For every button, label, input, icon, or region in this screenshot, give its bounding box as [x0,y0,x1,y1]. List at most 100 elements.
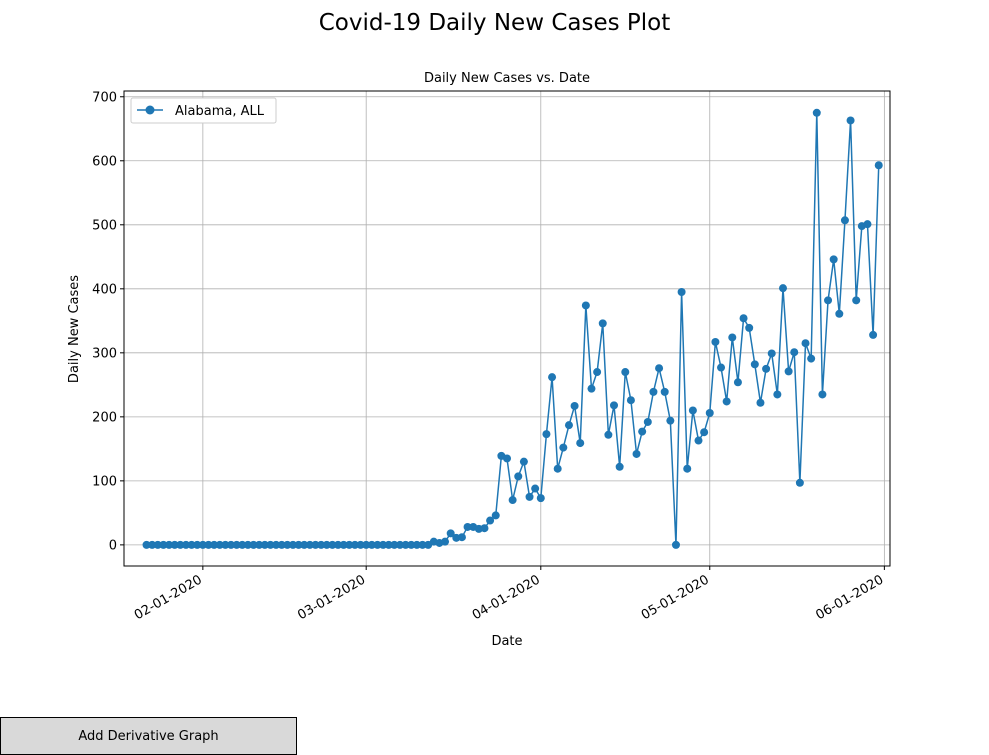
data-point [446,529,455,538]
data-point [762,364,771,373]
data-point [874,161,883,170]
data-point [508,496,517,505]
data-point [666,416,675,425]
data-point [181,540,190,549]
data-point [283,540,292,549]
data-point [356,540,365,549]
data-point [604,430,613,439]
data-point [733,378,742,387]
data-point [407,540,416,549]
data-point [559,443,568,452]
data-point [840,216,849,225]
data-point [536,494,545,503]
data-point [615,462,624,471]
data-point [677,288,686,297]
y-tick-label: 500 [92,218,117,233]
series-layer [142,108,883,549]
data-point [739,314,748,323]
data-point [395,540,404,549]
y-tick-label: 400 [92,282,117,297]
data-point [148,540,157,549]
data-point [542,430,551,439]
data-point [852,296,861,305]
data-point [643,417,652,426]
data-point [418,540,427,549]
data-point [503,454,511,463]
data-point [728,333,737,342]
data-point [238,540,247,549]
data-point [717,363,726,372]
data-point [255,540,264,549]
data-point [784,367,793,376]
data-point [339,540,348,549]
data-point [593,368,602,377]
data-point [272,540,281,549]
y-tick-label: 600 [92,154,117,169]
grid-lines [124,91,890,566]
data-point [835,309,844,318]
line-chart: 0 100 200 300 400 500 600 700 02-01-2020 03-01-20… [67,71,891,649]
data-point [401,540,410,549]
data-point [317,540,326,549]
data-point [598,319,607,328]
data-point [170,540,179,549]
data-point [294,540,303,549]
data-point [210,540,219,549]
data-point [367,540,376,549]
data-point [610,401,619,410]
data-point [671,540,680,549]
data-point [576,439,585,448]
data-point [564,421,573,430]
data-point [153,540,162,549]
chart-title: Daily New Cases vs. Date [424,71,590,86]
data-point [688,406,697,415]
data-point [345,540,354,549]
data-point [260,540,269,549]
data-point [243,540,252,549]
y-tick-label: 700 [92,90,117,105]
legend-label: Alabama, ALL [175,104,265,119]
y-axis-label: Daily New Cases [67,275,82,383]
data-point [683,464,692,473]
data-point [632,449,641,458]
data-point [801,339,810,348]
data-point [463,522,472,531]
add-derivative-graph-button[interactable]: Add Derivative Graph [0,717,297,755]
x-axis-label: Date [491,634,522,649]
x-tick-label: 05-01-2020 [639,572,712,623]
data-point [531,484,540,493]
data-point [795,478,804,487]
y-tick-label: 200 [92,410,117,425]
data-point [266,540,275,549]
data-point [300,540,309,549]
data-point [756,398,765,407]
data-point [305,540,314,549]
data-point [187,540,196,549]
plot-frame [123,90,891,567]
y-tick-label: 300 [92,346,117,361]
data-point [863,220,872,229]
data-point [384,540,393,549]
data-point [812,108,821,117]
data-point [334,540,343,549]
data-point [379,540,388,549]
data-point [390,540,399,549]
legend: Alabama, ALL [130,97,277,124]
data-point [829,255,838,264]
data-point [869,330,878,339]
data-point [655,364,664,373]
data-point [514,472,523,481]
data-point [412,540,421,549]
data-point [519,457,528,466]
legend-marker [145,105,155,115]
data-point [553,464,562,473]
legend-box [130,97,277,124]
data-point [638,427,647,436]
x-tick-label: 06-01-2020 [813,572,886,623]
data-point [626,396,635,405]
x-tick-label: 02-01-2020 [132,572,205,623]
data-point [215,540,224,549]
data-point [328,540,337,549]
data-point [480,524,489,533]
data-point [362,540,371,549]
